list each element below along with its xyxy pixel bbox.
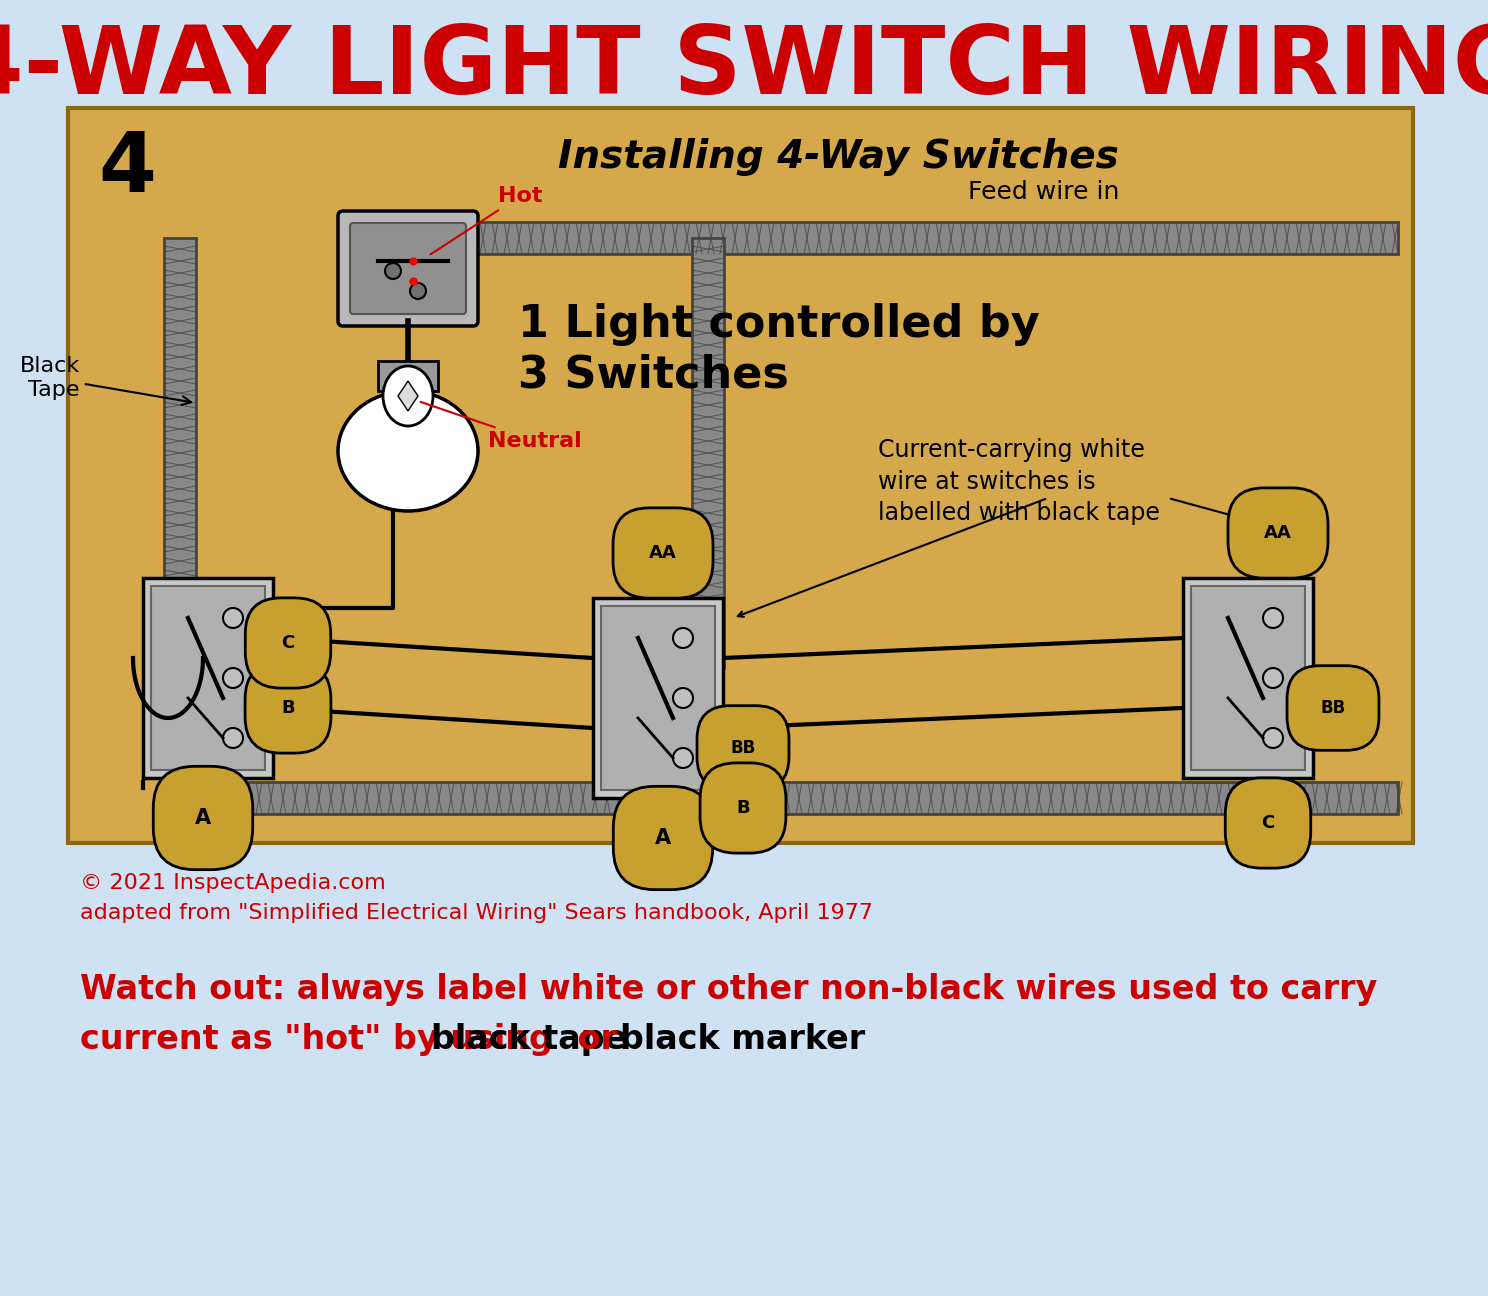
Circle shape xyxy=(1263,608,1283,629)
Circle shape xyxy=(673,748,693,769)
FancyBboxPatch shape xyxy=(350,223,466,314)
Bar xyxy=(164,781,1399,814)
Text: 1 Light controlled by: 1 Light controlled by xyxy=(518,303,1040,346)
Text: AA: AA xyxy=(1265,524,1292,542)
Circle shape xyxy=(673,629,693,648)
Bar xyxy=(388,222,1399,254)
Bar xyxy=(150,586,265,770)
Circle shape xyxy=(411,283,426,299)
Text: A: A xyxy=(195,807,211,828)
FancyBboxPatch shape xyxy=(338,211,478,327)
Text: Installing 4-Way Switches: Installing 4-Way Switches xyxy=(558,137,1119,176)
Text: A: A xyxy=(655,828,671,848)
Circle shape xyxy=(223,728,243,748)
Text: black tape: black tape xyxy=(432,1023,628,1056)
Text: 4: 4 xyxy=(98,128,156,209)
Bar xyxy=(164,238,196,798)
Text: or: or xyxy=(565,1023,628,1056)
Bar xyxy=(143,578,272,778)
Bar xyxy=(378,362,437,391)
Polygon shape xyxy=(397,381,418,411)
Text: BB: BB xyxy=(731,739,756,757)
Ellipse shape xyxy=(382,365,433,426)
Bar xyxy=(1190,586,1305,770)
Circle shape xyxy=(1263,728,1283,748)
Circle shape xyxy=(673,688,693,708)
Text: Hot: Hot xyxy=(430,187,543,254)
Text: current as "hot" by using: current as "hot" by using xyxy=(80,1023,564,1056)
Text: 4-WAY LIGHT SWITCH WIRING: 4-WAY LIGHT SWITCH WIRING xyxy=(0,22,1488,114)
Text: B: B xyxy=(281,699,295,717)
Text: Neutral: Neutral xyxy=(421,402,582,451)
Text: 3 Switches: 3 Switches xyxy=(518,353,789,397)
Bar xyxy=(692,238,725,667)
Text: Black
Tape: Black Tape xyxy=(19,356,190,406)
Text: BB: BB xyxy=(1320,699,1345,717)
Ellipse shape xyxy=(338,391,478,511)
Circle shape xyxy=(385,263,400,279)
Bar xyxy=(1183,578,1312,778)
Text: Current-carrying white
wire at switches is
labelled with black tape: Current-carrying white wire at switches … xyxy=(878,438,1159,525)
Bar xyxy=(594,597,723,798)
Text: B: B xyxy=(737,800,750,816)
Text: black marker: black marker xyxy=(620,1023,865,1056)
Bar xyxy=(601,607,716,791)
Circle shape xyxy=(223,608,243,629)
Circle shape xyxy=(223,667,243,688)
Text: © 2021 InspectApedia.com: © 2021 InspectApedia.com xyxy=(80,874,385,893)
Bar xyxy=(68,108,1414,842)
Text: Feed wire in: Feed wire in xyxy=(969,180,1119,203)
Text: Watch out: always label white or other non-black wires used to carry: Watch out: always label white or other n… xyxy=(80,973,1378,1006)
Circle shape xyxy=(1263,667,1283,688)
Text: AA: AA xyxy=(649,544,677,562)
Text: C: C xyxy=(1262,814,1275,832)
Text: adapted from "Simplified Electrical Wiring" Sears handbook, April 1977: adapted from "Simplified Electrical Wiri… xyxy=(80,903,873,923)
Text: C: C xyxy=(281,634,295,652)
